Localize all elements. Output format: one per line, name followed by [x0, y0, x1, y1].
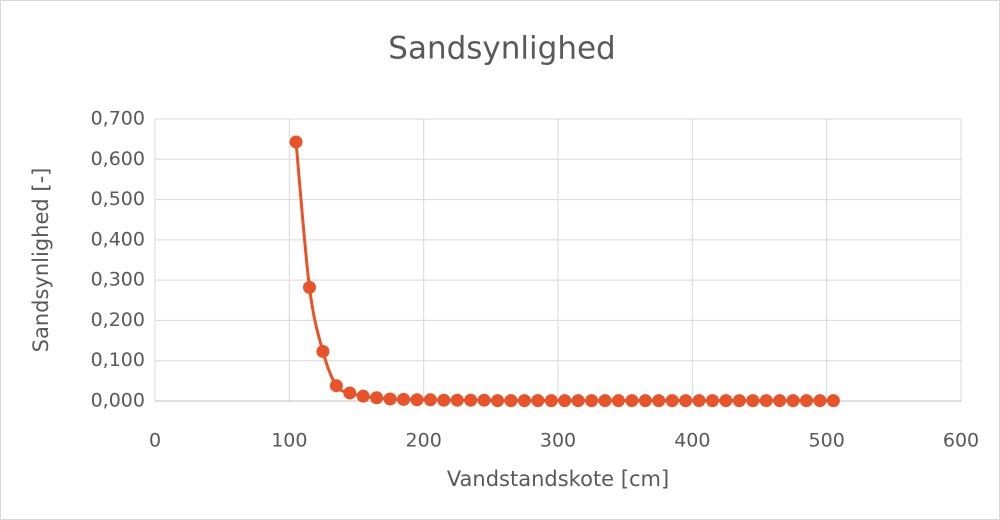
data-point [383, 392, 397, 406]
data-point [665, 394, 679, 408]
data-point [531, 394, 545, 408]
y-tick-label: 0,300 [91, 269, 145, 291]
y-axis-label: Sandsynlighed [-] [29, 168, 53, 353]
x-tick-label: 200 [406, 430, 442, 452]
data-point [759, 394, 773, 408]
data-point [692, 394, 706, 408]
data-point [558, 394, 572, 408]
data-point [464, 393, 478, 407]
data-point [813, 394, 827, 408]
data-point [302, 280, 316, 294]
data-point [652, 394, 666, 408]
y-tick-label: 0,700 [91, 108, 145, 130]
x-tick-label: 500 [809, 430, 845, 452]
data-point [800, 394, 814, 408]
y-tick-label: 0,600 [91, 148, 145, 170]
data-point [638, 394, 652, 408]
y-tick-label: 0,100 [91, 349, 145, 371]
data-point [826, 394, 840, 408]
data-point [679, 394, 693, 408]
data-point [598, 394, 612, 408]
data-point [423, 393, 437, 407]
y-tick-label: 0,500 [91, 188, 145, 210]
data-point [316, 344, 330, 358]
data-point [746, 394, 760, 408]
data-point [544, 394, 558, 408]
data-point [289, 135, 303, 149]
data-point [343, 386, 357, 400]
data-point [786, 394, 800, 408]
data-point [356, 389, 370, 403]
chart-title: Sandsynlighed [388, 31, 615, 67]
x-tick-label: 100 [271, 430, 307, 452]
y-tick-label: 0,200 [91, 309, 145, 331]
x-tick-label: 0 [149, 430, 161, 452]
data-point [370, 391, 384, 405]
data-point [450, 393, 464, 407]
y-tick-label: 0,400 [91, 228, 145, 250]
x-tick-label: 300 [540, 430, 576, 452]
data-point [585, 394, 599, 408]
data-point [611, 394, 625, 408]
data-point [732, 394, 746, 408]
data-point [773, 394, 787, 408]
data-point [437, 393, 451, 407]
data-point [625, 394, 639, 408]
y-tick-label: 0,000 [91, 390, 145, 412]
data-point [517, 394, 531, 408]
data-point [504, 394, 518, 408]
x-axis-label: Vandstandskote [cm] [447, 467, 669, 491]
data-point [705, 394, 719, 408]
data-point [410, 393, 424, 407]
x-tick-label: 400 [674, 430, 710, 452]
data-point [397, 392, 411, 406]
data-point [719, 394, 733, 408]
data-point [491, 394, 505, 408]
data-point [477, 393, 491, 407]
data-point [571, 394, 585, 408]
x-tick-label: 600 [943, 430, 979, 452]
data-point [329, 379, 343, 393]
